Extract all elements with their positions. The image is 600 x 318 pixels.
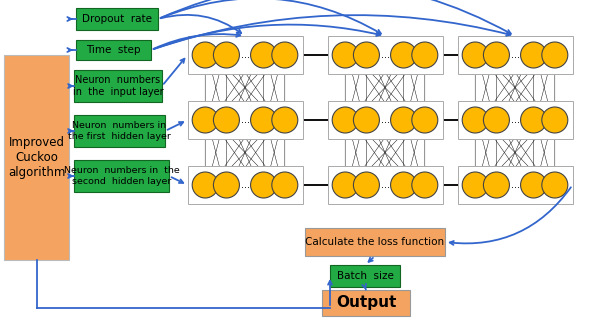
Bar [328,166,443,204]
Ellipse shape [272,42,298,68]
Text: Batch  size: Batch size [337,271,394,281]
Ellipse shape [412,107,438,133]
Ellipse shape [412,42,438,68]
Ellipse shape [484,172,509,198]
Bar [328,36,443,74]
Ellipse shape [542,172,568,198]
Text: Calculate the loss function: Calculate the loss function [305,237,445,247]
Text: Neuron  numbers in  the
second  hidden layer: Neuron numbers in the second hidden laye… [64,166,179,186]
Ellipse shape [272,107,298,133]
Bar [74,70,162,102]
Ellipse shape [391,172,416,198]
Bar [305,228,445,256]
Ellipse shape [251,107,277,133]
Ellipse shape [353,172,379,198]
Ellipse shape [214,42,239,68]
Ellipse shape [272,172,298,198]
Text: ...: ... [511,115,520,125]
Ellipse shape [214,172,239,198]
Bar [458,166,572,204]
Bar [74,115,165,147]
Ellipse shape [353,107,379,133]
Ellipse shape [391,107,416,133]
Text: Output: Output [336,295,396,310]
Bar [76,40,151,60]
Ellipse shape [462,172,488,198]
Text: ...: ... [511,50,520,60]
Ellipse shape [462,107,488,133]
Ellipse shape [391,42,416,68]
Text: ...: ... [380,50,389,60]
Bar [458,36,572,74]
Ellipse shape [192,42,218,68]
Ellipse shape [214,107,239,133]
Bar [458,101,572,139]
Bar [76,8,158,30]
Ellipse shape [542,42,568,68]
Ellipse shape [521,172,547,198]
Bar [187,101,302,139]
Text: Neuron  numbers
in  the  input layer: Neuron numbers in the input layer [73,75,163,97]
Ellipse shape [192,172,218,198]
Text: ...: ... [241,115,250,125]
Bar [322,290,410,316]
Ellipse shape [332,42,358,68]
Ellipse shape [251,172,277,198]
Bar [328,101,443,139]
Ellipse shape [521,107,547,133]
Ellipse shape [332,107,358,133]
Ellipse shape [332,172,358,198]
Ellipse shape [484,42,509,68]
Ellipse shape [251,42,277,68]
Bar [74,160,169,192]
Bar [4,55,69,260]
Text: ...: ... [241,180,250,190]
Ellipse shape [353,42,379,68]
Text: Improved
Cuckoo
algorithm: Improved Cuckoo algorithm [8,136,65,179]
Ellipse shape [412,172,438,198]
Text: ...: ... [380,115,389,125]
Ellipse shape [462,42,488,68]
Text: Time  step: Time step [86,45,141,55]
Bar [187,166,302,204]
Text: Dropout  rate: Dropout rate [82,14,152,24]
Text: Neuron  numbers in
the first  hidden layer: Neuron numbers in the first hidden layer [68,121,171,141]
Bar [187,36,302,74]
Text: ...: ... [241,50,250,60]
Ellipse shape [542,107,568,133]
Ellipse shape [484,107,509,133]
Text: ...: ... [380,180,389,190]
Bar [330,265,400,287]
Ellipse shape [192,107,218,133]
Ellipse shape [521,42,547,68]
Text: ...: ... [511,180,520,190]
